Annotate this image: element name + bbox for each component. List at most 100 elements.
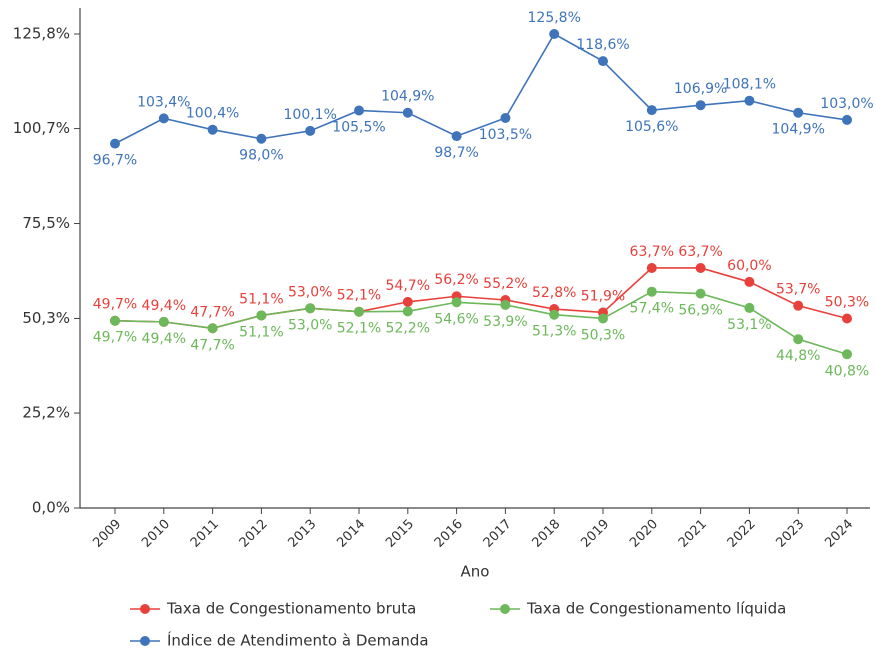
x-tick-label: 2010	[139, 517, 173, 551]
point	[207, 323, 218, 334]
data-label: 96,7%	[93, 153, 137, 169]
point	[842, 114, 852, 125]
series-line	[114, 32, 848, 145]
point	[598, 313, 608, 324]
point	[256, 310, 267, 321]
point	[549, 28, 560, 39]
data-label: 53,0%	[288, 284, 332, 300]
data-label: 51,1%	[239, 324, 283, 340]
point	[744, 95, 755, 106]
x-tick-label: 2013	[285, 517, 319, 551]
data-label: 44,8%	[776, 348, 820, 364]
point	[695, 100, 706, 111]
data-label: 52,8%	[532, 285, 576, 301]
legend-marker	[500, 604, 510, 614]
x-tick-label: 2018	[529, 517, 563, 551]
point	[549, 309, 560, 320]
point	[695, 288, 706, 299]
data-label: 98,7%	[434, 145, 478, 161]
data-label: 54,6%	[434, 311, 478, 327]
legend-label: Taxa de Congestionamento bruta	[166, 600, 416, 618]
x-tick-label: 2009	[90, 517, 124, 551]
point	[158, 316, 169, 327]
data-label: 105,6%	[625, 119, 678, 135]
point	[646, 105, 657, 116]
data-label: 50,3%	[581, 327, 625, 343]
data-label: 53,0%	[288, 317, 332, 333]
point	[354, 105, 364, 116]
data-label: 51,3%	[532, 324, 576, 340]
x-tick-label: 2019	[578, 517, 612, 551]
data-label: 60,0%	[727, 258, 771, 274]
point	[598, 56, 608, 67]
x-tick-label: 2012	[237, 517, 271, 551]
data-label: 103,0%	[820, 96, 873, 112]
data-label: 52,2%	[386, 320, 430, 336]
point	[744, 276, 755, 287]
x-tick-label: 2022	[725, 517, 759, 551]
point	[402, 296, 413, 307]
data-label: 52,1%	[337, 288, 381, 304]
y-tick-label: 75,5%	[22, 214, 70, 232]
point	[256, 133, 267, 144]
x-tick-label: 2023	[773, 517, 807, 551]
data-label: 49,4%	[142, 331, 186, 347]
data-label: 105,5%	[332, 119, 385, 135]
data-label: 56,9%	[678, 303, 722, 319]
point	[744, 302, 755, 313]
point	[354, 306, 364, 317]
point	[793, 107, 804, 118]
x-tick-label: 2011	[188, 517, 222, 551]
point	[842, 349, 852, 360]
point	[500, 299, 511, 310]
data-label: 104,9%	[772, 122, 825, 138]
data-label: 47,7%	[190, 304, 234, 320]
data-label: 108,1%	[723, 77, 776, 93]
data-label: 63,7%	[630, 244, 674, 260]
data-label: 40,8%	[825, 363, 869, 379]
data-label: 53,1%	[727, 317, 771, 333]
y-tick-label: 25,2%	[22, 404, 70, 422]
data-label: 63,7%	[678, 244, 722, 260]
data-label: 49,4%	[142, 298, 186, 314]
point	[207, 124, 218, 135]
x-tick-label: 2014	[334, 517, 368, 551]
data-label: 47,7%	[190, 337, 234, 353]
point	[842, 313, 852, 324]
y-tick-label: 50,3%	[22, 309, 70, 327]
point	[305, 125, 316, 136]
data-label: 56,2%	[434, 272, 478, 288]
data-label: 57,4%	[630, 301, 674, 317]
point	[110, 315, 120, 326]
data-label: 52,1%	[337, 321, 381, 337]
data-label: 51,1%	[239, 291, 283, 307]
point	[500, 113, 511, 124]
x-axis-title: Ano	[461, 563, 490, 581]
data-label: 103,5%	[479, 127, 532, 143]
point	[305, 303, 316, 314]
x-tick-label: 2021	[676, 517, 710, 551]
point	[402, 107, 413, 118]
x-tick-label: 2020	[627, 517, 661, 551]
data-label: 100,1%	[284, 107, 337, 123]
x-tick-label: 2017	[481, 517, 515, 551]
data-label: 106,9%	[674, 81, 727, 97]
x-tick-label: 2015	[383, 517, 417, 551]
point	[793, 300, 804, 311]
legend-label: Taxa de Congestionamento líquida	[526, 600, 786, 618]
point	[646, 262, 657, 273]
data-label: 53,7%	[776, 282, 820, 298]
x-tick-label: 2016	[432, 517, 466, 551]
y-tick-label: 0,0%	[32, 499, 70, 517]
x-tick-label: 2024	[822, 517, 856, 551]
data-label: 100,4%	[186, 106, 239, 122]
series-line	[114, 290, 848, 356]
data-label: 125,8%	[528, 10, 581, 26]
data-label: 50,3%	[825, 294, 869, 310]
point	[646, 286, 657, 297]
point	[158, 113, 169, 124]
legend-marker	[140, 636, 150, 646]
point	[793, 334, 804, 345]
data-label: 54,7%	[386, 278, 430, 294]
data-label: 51,9%	[581, 288, 625, 304]
